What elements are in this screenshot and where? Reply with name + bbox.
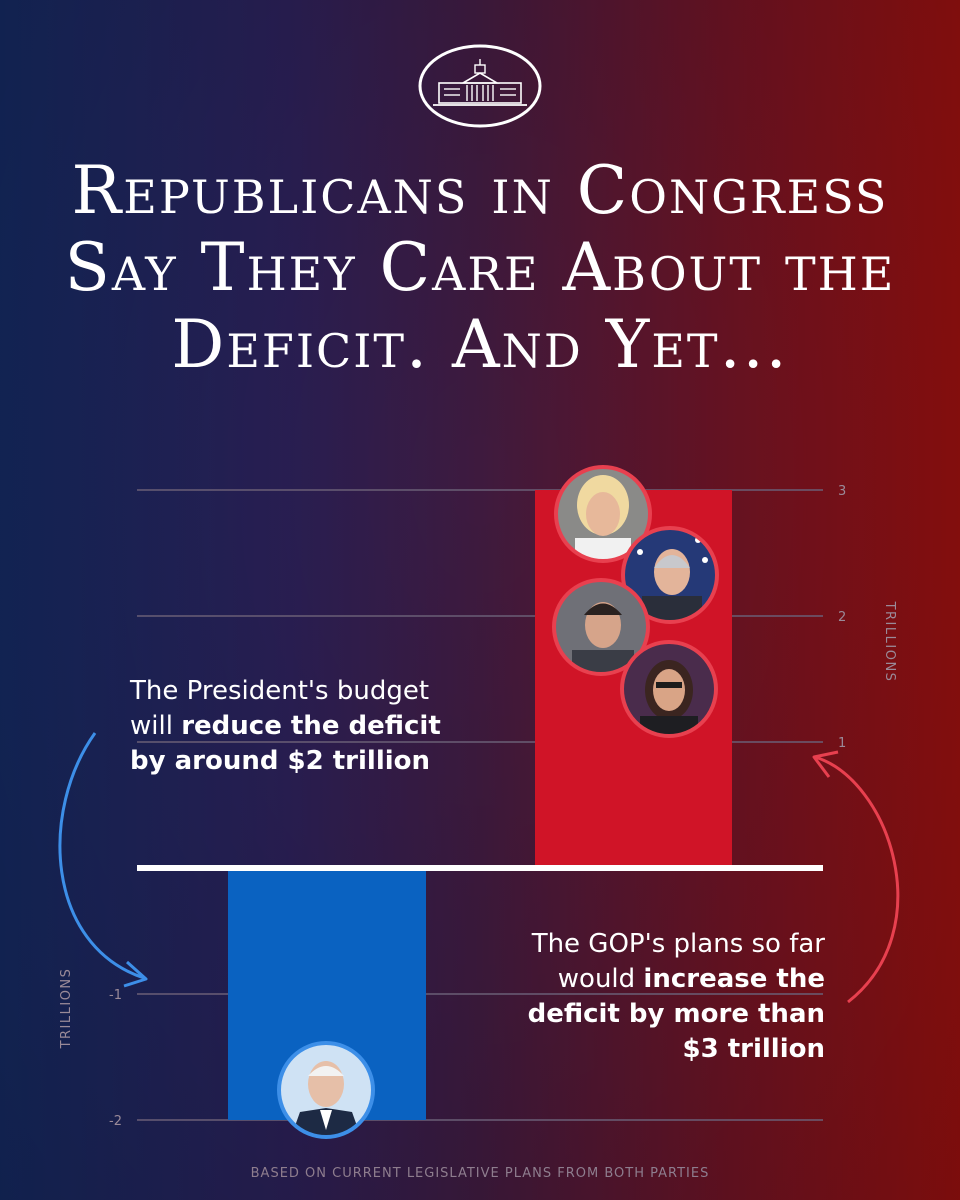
y-tick-label: 2: [838, 610, 846, 625]
politician-photo-4: [620, 640, 718, 738]
gop-annotation-emphasis: increase the deficit by more than $3 tri…: [527, 964, 825, 1064]
politician-photo-3: [552, 578, 650, 676]
y-tick-label: 1: [838, 736, 846, 751]
white-house-logo: [418, 44, 542, 128]
y-tick-label: -1: [109, 988, 122, 1003]
footnote: BASED ON CURRENT LEGISLATIVE PLANS FROM …: [250, 1166, 710, 1181]
gop-arrow: [812, 750, 900, 1004]
y-unit-label-left: TRILLIONS: [59, 968, 74, 1050]
gop-annotation: The GOP's plans so far would increase th…: [520, 927, 825, 1067]
gop-annotation-text: The GOP's plans so far would: [531, 929, 825, 994]
headline: Republicans in Congress Say They Care Ab…: [64, 152, 896, 383]
president-annotation: The President's budget will reduce the d…: [130, 674, 470, 779]
president-arrow: [58, 732, 148, 988]
president-annotation-text: The President's budget will: [130, 676, 430, 741]
politician-photo-1: [554, 465, 652, 563]
y-tick-label: -2: [109, 1114, 122, 1129]
politician-photo-2: [621, 526, 719, 624]
y-tick-label: 3: [838, 484, 846, 499]
y-unit-label-right: TRILLIONS: [882, 601, 897, 683]
president-photo: [277, 1041, 375, 1139]
president-annotation-emphasis: reduce the deficit by around $2 trillion: [130, 711, 441, 776]
